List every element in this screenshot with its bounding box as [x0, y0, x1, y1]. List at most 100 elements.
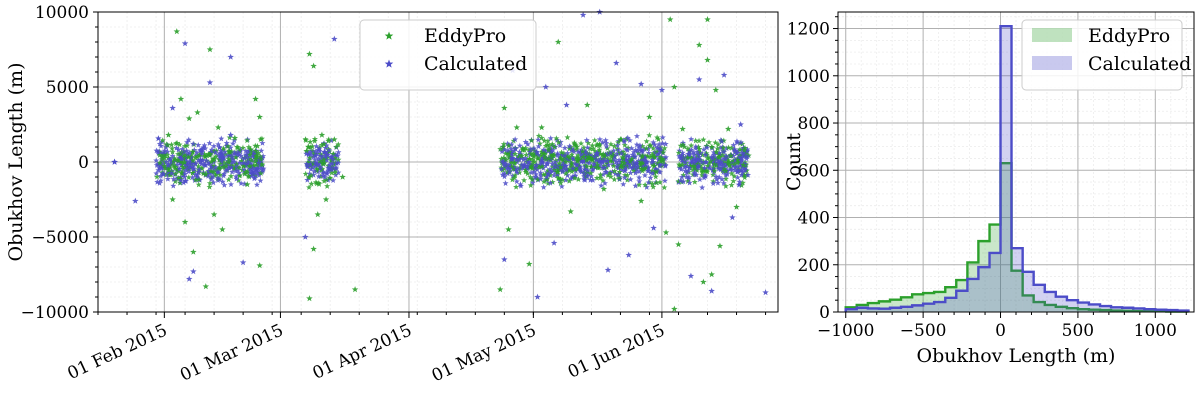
scatter-cluster-point [249, 171, 256, 178]
scatter-cluster-point [568, 163, 575, 170]
scatter-cluster-point [498, 155, 505, 162]
scatter-point [227, 53, 234, 60]
scatter-point [256, 113, 263, 120]
scatter-cluster-point [647, 142, 654, 149]
scatter-cluster-point [528, 150, 535, 157]
scatter-cluster-point [691, 169, 698, 176]
scatter-cluster-point [566, 178, 573, 184]
scatter-cluster-point [675, 149, 682, 156]
scatter-cluster-point [333, 165, 340, 172]
scatter-cluster-point [656, 141, 663, 148]
scatter-cluster-point [712, 139, 719, 146]
scatter-cluster-point [543, 176, 550, 182]
scatter-cluster-point [509, 155, 516, 162]
scatter-cluster-point [636, 174, 643, 181]
scatter-point [534, 293, 541, 300]
scatter-cluster-point [691, 171, 698, 178]
scatter-cluster-point [604, 155, 611, 162]
scatter-cluster-point [568, 168, 575, 175]
scatter-cluster-point [653, 168, 660, 175]
scatter-cluster-point [328, 159, 335, 166]
scatter-cluster-point [552, 157, 559, 164]
scatter-cluster-point [688, 142, 695, 149]
scatter-cluster-point [622, 146, 630, 152]
scatter-cluster-point [246, 163, 253, 169]
scatter-cluster-point [632, 169, 639, 176]
scatter-cluster-point [508, 163, 515, 170]
scatter-cluster-point [644, 153, 651, 159]
scatter-cluster-point [622, 167, 629, 174]
scatter-cluster-point [695, 162, 702, 169]
scatter-cluster-point [691, 151, 698, 158]
scatter-cluster-point [521, 177, 528, 183]
scatter-cluster-point [701, 172, 708, 178]
scatter-cluster-point [583, 163, 590, 170]
scatter-point [662, 229, 670, 236]
scatter-cluster-point [326, 161, 333, 168]
scatter-cluster-point [589, 177, 596, 183]
scatter-cluster-point [615, 139, 622, 146]
histogram-bar [956, 290, 968, 312]
scatter-cluster-point [236, 147, 243, 154]
scatter-cluster-point [228, 154, 236, 161]
scatter-cluster-point [307, 151, 315, 158]
scatter-cluster-point [723, 153, 730, 159]
scatter-cluster-point [709, 155, 716, 162]
scatter-cluster-point [705, 139, 713, 145]
scatter-cluster-point [630, 165, 637, 171]
scatter-cluster-point [172, 170, 179, 177]
scatter-point [671, 83, 678, 90]
scatter-cluster-point [569, 165, 576, 172]
scatter-cluster-point [735, 147, 742, 154]
scatter-cluster-point [628, 145, 635, 152]
scatter-cluster-point [651, 141, 658, 148]
scatter-point [737, 121, 744, 128]
scatter-cluster-point [593, 142, 600, 149]
scatter-legend-marker [384, 31, 394, 40]
histogram-bar [945, 297, 957, 312]
scatter-cluster-point [312, 157, 319, 163]
scatter-cluster-point [692, 159, 699, 166]
scatter-cluster-point [225, 176, 232, 183]
scatter-cluster-point [511, 159, 519, 166]
scatter-cluster-point [189, 157, 197, 164]
scatter-point [695, 41, 703, 48]
scatter-cluster-point [687, 162, 694, 169]
scatter-cluster-point [607, 149, 614, 156]
scatter-cluster-point [728, 144, 735, 151]
scatter-cluster-point [662, 161, 669, 168]
scatter-cluster-point [240, 162, 247, 169]
scatter-cluster-point [676, 161, 683, 168]
scatter-cluster-point [637, 158, 644, 165]
scatter-cluster-point [713, 148, 720, 155]
scatter-cluster-point [695, 137, 703, 144]
scatter-cluster-point [182, 170, 189, 177]
scatter-cluster-point [510, 165, 517, 172]
scatter-cluster-point [630, 149, 637, 155]
scatter-cluster-point [176, 165, 183, 172]
scatter-cluster-point [516, 142, 523, 149]
scatter-x-tick-label: 01 May 2015 [429, 320, 540, 386]
scatter-cluster-point [587, 176, 594, 183]
scatter-cluster-point [650, 183, 657, 190]
scatter-cluster-point [578, 149, 585, 156]
scatter-cluster-point [642, 181, 649, 188]
scatter-cluster-point [726, 162, 733, 168]
scatter-cluster-point [196, 166, 203, 173]
scatter-cluster-point [217, 161, 224, 167]
scatter-point [173, 28, 181, 35]
scatter-cluster-point [245, 149, 252, 155]
scatter-cluster-point [192, 152, 199, 159]
scatter-cluster-point [524, 141, 531, 147]
scatter-point [708, 287, 715, 294]
scatter-point [712, 86, 720, 93]
scatter-cluster-point [332, 169, 339, 176]
scatter-cluster-point [512, 150, 519, 157]
scatter-cluster-point [740, 161, 747, 168]
scatter-cluster-point [612, 170, 619, 177]
histogram-bar [1000, 163, 1012, 312]
scatter-cluster-point [645, 167, 652, 174]
scatter-cluster-point [215, 151, 222, 158]
scatter-cluster-point [532, 171, 539, 177]
scatter-cluster-point [680, 178, 687, 185]
